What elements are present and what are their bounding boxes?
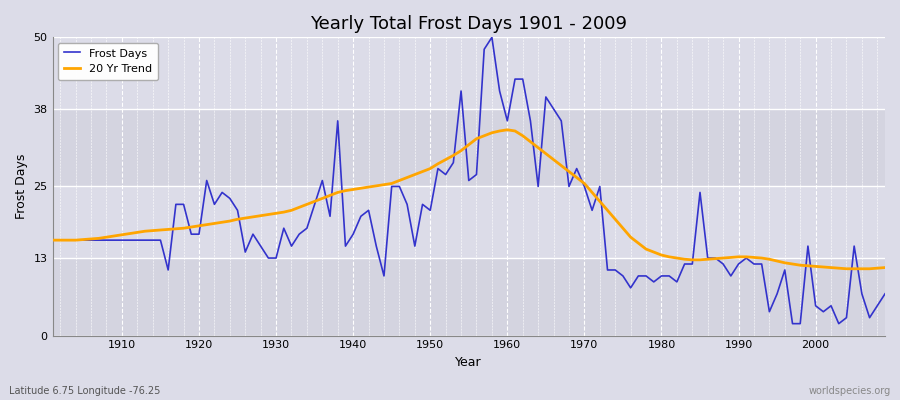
Line: Frost Days: Frost Days xyxy=(52,37,885,324)
Bar xyxy=(52,258,885,336)
Title: Yearly Total Frost Days 1901 - 2009: Yearly Total Frost Days 1901 - 2009 xyxy=(310,15,627,33)
20 Yr Trend xyxy=(109,234,120,238)
X-axis label: Year: Year xyxy=(455,356,482,369)
Frost Days xyxy=(487,35,498,40)
Frost Days xyxy=(325,214,336,219)
Frost Days xyxy=(879,292,890,296)
20 Yr Trend xyxy=(502,127,513,132)
Legend: Frost Days, 20 Yr Trend: Frost Days, 20 Yr Trend xyxy=(58,43,158,80)
Line: 20 Yr Trend: 20 Yr Trend xyxy=(52,130,885,269)
Frost Days xyxy=(47,238,58,242)
Bar xyxy=(52,109,885,186)
20 Yr Trend xyxy=(278,210,289,214)
20 Yr Trend xyxy=(842,266,852,271)
Frost Days xyxy=(278,226,289,231)
20 Yr Trend xyxy=(325,193,336,198)
20 Yr Trend xyxy=(494,128,505,133)
Frost Days xyxy=(502,118,513,123)
Bar xyxy=(52,37,885,109)
20 Yr Trend xyxy=(509,128,520,133)
Text: Latitude 6.75 Longitude -76.25: Latitude 6.75 Longitude -76.25 xyxy=(9,386,160,396)
20 Yr Trend xyxy=(47,238,58,242)
Y-axis label: Frost Days: Frost Days xyxy=(15,154,28,219)
Frost Days xyxy=(602,268,613,272)
Frost Days xyxy=(109,238,120,242)
20 Yr Trend xyxy=(602,208,613,213)
20 Yr Trend xyxy=(879,265,890,270)
Frost Days xyxy=(509,77,520,82)
Frost Days xyxy=(788,321,798,326)
Text: worldspecies.org: worldspecies.org xyxy=(809,386,891,396)
Bar xyxy=(52,186,885,258)
